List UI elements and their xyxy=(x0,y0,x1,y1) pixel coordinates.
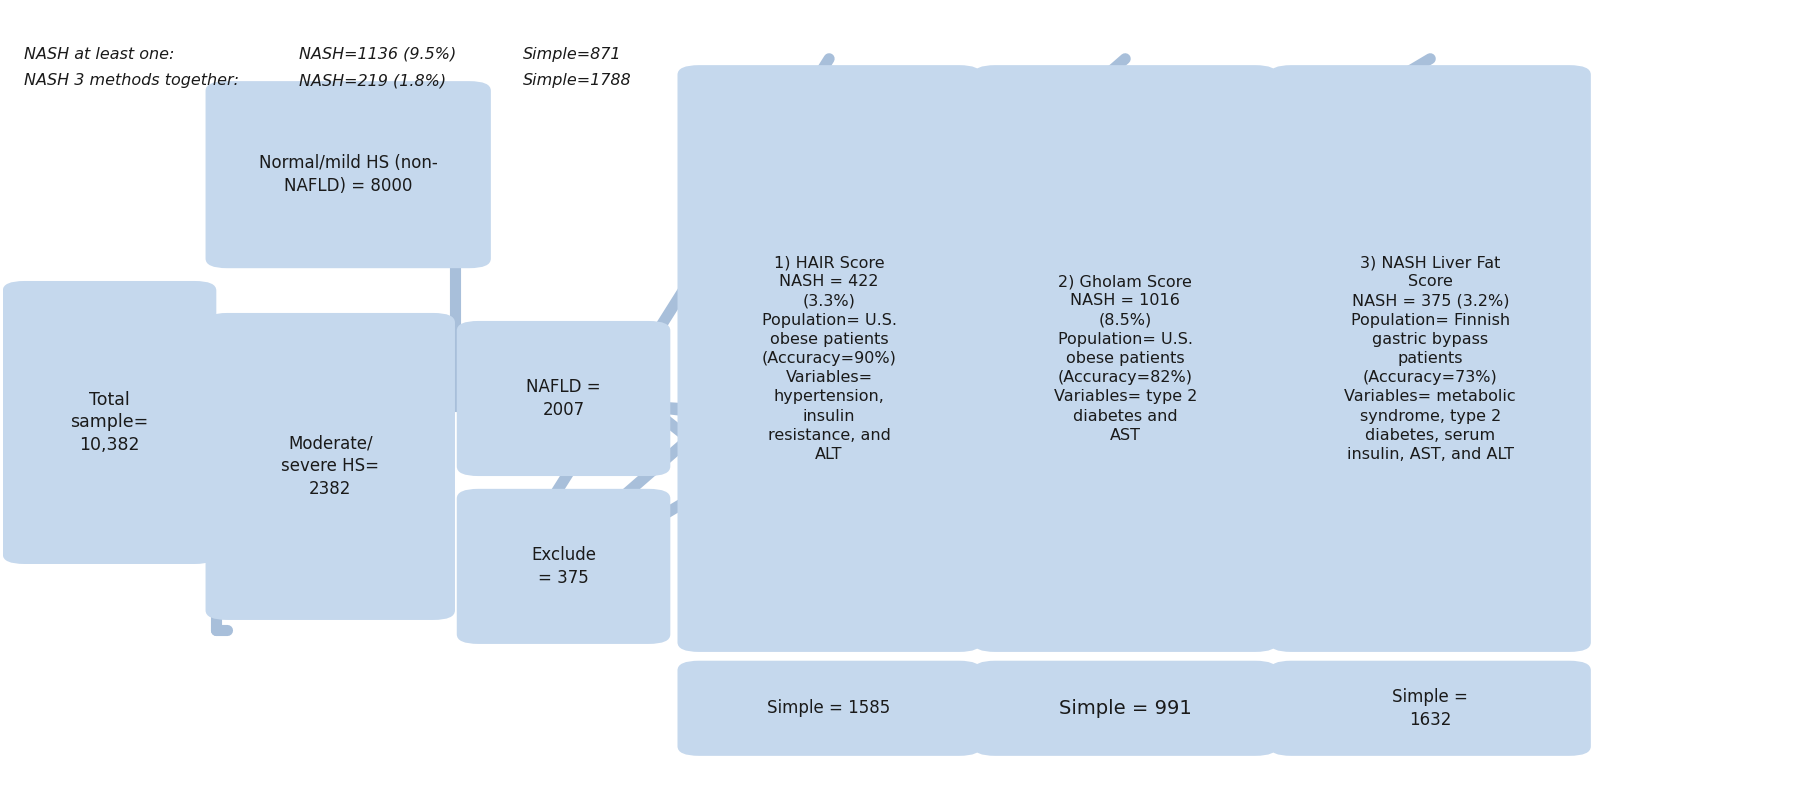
Text: Moderate/
severe HS=
2382: Moderate/ severe HS= 2382 xyxy=(281,435,380,498)
FancyBboxPatch shape xyxy=(677,65,981,652)
Text: Simple =
1632: Simple = 1632 xyxy=(1393,687,1469,729)
Text: NAFLD =
2007: NAFLD = 2007 xyxy=(526,378,601,419)
Text: Simple = 1585: Simple = 1585 xyxy=(767,700,891,717)
Text: Normal/mild HS (non-
NAFLD) = 8000: Normal/mild HS (non- NAFLD) = 8000 xyxy=(259,155,437,195)
FancyBboxPatch shape xyxy=(205,81,491,268)
FancyBboxPatch shape xyxy=(1269,65,1591,652)
FancyBboxPatch shape xyxy=(4,281,216,564)
FancyBboxPatch shape xyxy=(457,321,670,476)
FancyBboxPatch shape xyxy=(205,313,455,620)
FancyBboxPatch shape xyxy=(677,661,981,756)
Text: Simple=1788: Simple=1788 xyxy=(524,73,632,88)
Text: NASH 3 methods together:: NASH 3 methods together: xyxy=(25,73,239,88)
Text: Exclude
= 375: Exclude = 375 xyxy=(531,546,596,587)
Text: 3) NASH Liver Fat
Score
NASH = 375 (3.2%)
Population= Finnish
gastric bypass
pat: 3) NASH Liver Fat Score NASH = 375 (3.2%… xyxy=(1345,255,1516,462)
FancyBboxPatch shape xyxy=(1269,661,1591,756)
FancyBboxPatch shape xyxy=(974,65,1276,652)
Text: NASH at least one:: NASH at least one: xyxy=(25,47,175,62)
FancyBboxPatch shape xyxy=(457,489,670,644)
FancyBboxPatch shape xyxy=(974,661,1276,756)
Text: 1) HAIR Score
NASH = 422
(3.3%)
Population= U.S.
obese patients
(Accuracy=90%)
V: 1) HAIR Score NASH = 422 (3.3%) Populati… xyxy=(761,255,896,462)
Text: Total
sample=
10,382: Total sample= 10,382 xyxy=(70,390,149,454)
Text: NASH=1136 (9.5%): NASH=1136 (9.5%) xyxy=(299,47,455,62)
Text: 2) Gholam Score
NASH = 1016
(8.5%)
Population= U.S.
obese patients
(Accuracy=82%: 2) Gholam Score NASH = 1016 (8.5%) Popul… xyxy=(1053,275,1197,443)
Text: NASH=219 (1.8%): NASH=219 (1.8%) xyxy=(299,73,446,88)
Text: Simple = 991: Simple = 991 xyxy=(1058,699,1192,718)
Text: Simple=871: Simple=871 xyxy=(524,47,621,62)
